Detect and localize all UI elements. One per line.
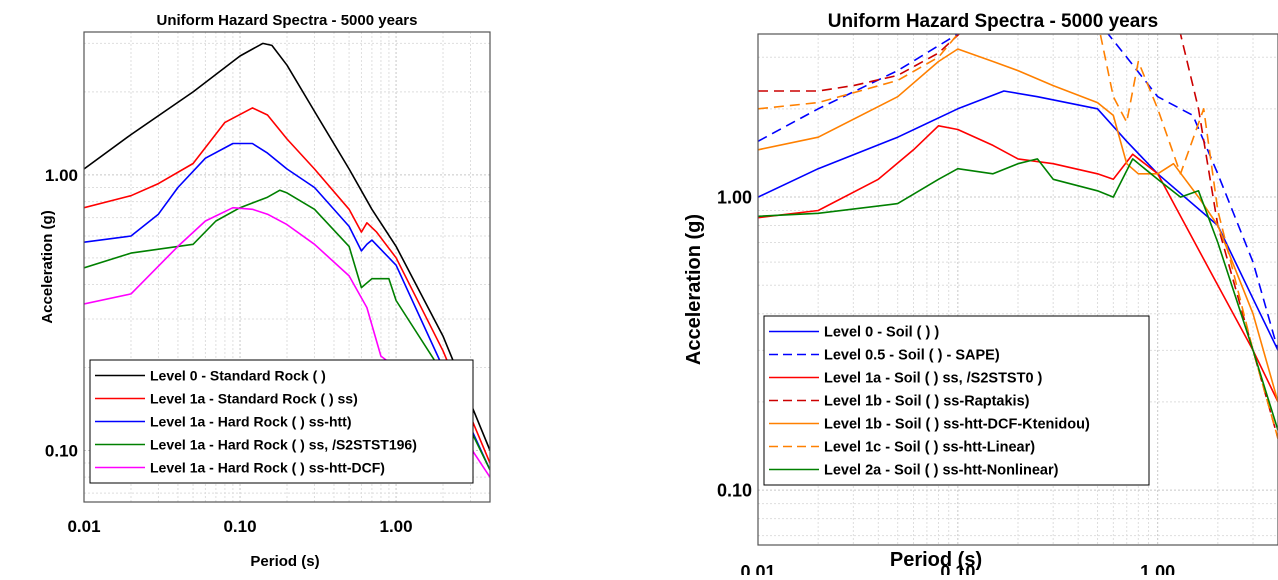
chart-0-legend-label: Level 1a - Hard Rock ( ) ss-htt): [150, 414, 352, 430]
chart-1-legend-label: Level 1c - Soil ( ) ss-htt-Linear): [824, 440, 1035, 456]
chart-1-legend-label: Level 1a - Soil ( ) ss, /S2STST0 ): [824, 371, 1043, 387]
chart-1-ytick-label: 0.10: [717, 480, 752, 500]
chart-1-series-2-line: [758, 125, 1278, 403]
chart-0-series-1-line: [84, 107, 490, 464]
chart-0-legend-label: Level 0 - Standard Rock ( ): [150, 368, 326, 384]
chart-left: 0.01 0.10 1.00 0.10 1.00 Uniform Hazard Spect…: [0, 0, 520, 575]
chart-0-legend: Level 0 - Standard Rock ( ) Level 1a - St…: [89, 359, 474, 484]
chart-1-series-6-line: [758, 158, 1278, 431]
chart-0-xlabel: Period (s): [250, 553, 319, 570]
chart-0-legend-label: Level 1a - Hard Rock ( ) ss-htt-DCF): [150, 460, 385, 476]
chart-1-legend-label: Level 1b - Soil ( ) ss-Raptakis): [824, 394, 1030, 410]
chart-0-ylabel: Acceleration (g): [39, 210, 56, 323]
chart-1-series-4-line: [758, 48, 1278, 403]
chart-1-xtick-label: 0.01: [740, 562, 775, 575]
chart-0-xtick-label: 0.01: [67, 517, 100, 536]
chart-0-series-0-line: [84, 42, 490, 451]
chart-1-series-0-line: [758, 90, 1278, 351]
chart-1-ylabel: Acceleration (g): [683, 214, 705, 365]
chart-0-series-2-line: [84, 142, 490, 471]
chart-1-legend-label: Level 0 - Soil ( ) ): [824, 325, 939, 341]
chart-1-frame: [757, 33, 1278, 546]
chart-0-xtick-label: 1.00: [380, 517, 413, 536]
chart-1-xlabel: Period (s): [890, 549, 982, 571]
chart-0-ytick-label: 0.10: [45, 441, 78, 460]
chart-0-legend-label: Level 1a - Standard Rock ( ) ss): [150, 391, 358, 407]
chart-0-title: Uniform Hazard Spectra - 5000 years: [157, 12, 418, 29]
chart-0-frame: [83, 31, 491, 503]
chart-right: 0.01 0.10 1.00 0.10 1.00 Uniform Hazard Spect…: [660, 0, 1278, 580]
chart-left-svg: 0.01 0.10 1.00 0.10 1.00 Uniform Hazard Spect…: [39, 12, 491, 570]
chart-1-xtick-label: 1.00: [1140, 562, 1175, 575]
chart-1-legend-label: Level 0.5 - Soil ( ) - SAPE): [824, 348, 1000, 364]
chart-0-ytick-label: 1.00: [45, 166, 78, 185]
chart-1-series-3-line: [758, 34, 1278, 439]
chart-1-legend-label: Level 2a - Soil ( ) ss-htt-Nonlinear): [824, 463, 1059, 479]
chart-1-legend: Level 0 - Soil ( ) ) Level 0.5 - Soil ( )…: [763, 315, 1150, 486]
chart-1-ytick-label: 1.00: [717, 187, 752, 207]
chart-1-title: Uniform Hazard Spectra - 5000 years: [828, 11, 1159, 32]
chart-1-legend-label: Level 1b - Soil ( ) ss-htt-DCF-Ktenidou): [824, 417, 1090, 433]
chart-0-legend-box: [89, 359, 474, 484]
chart-0-legend-label: Level 1a - Hard Rock ( ) ss, /S2STST196): [150, 437, 417, 453]
chart-0-xtick-label: 0.10: [223, 517, 256, 536]
chart-1-legend-box: [763, 315, 1150, 486]
chart-0-series-3-line: [84, 189, 490, 471]
chart-1-series-5-line: [758, 34, 1278, 439]
